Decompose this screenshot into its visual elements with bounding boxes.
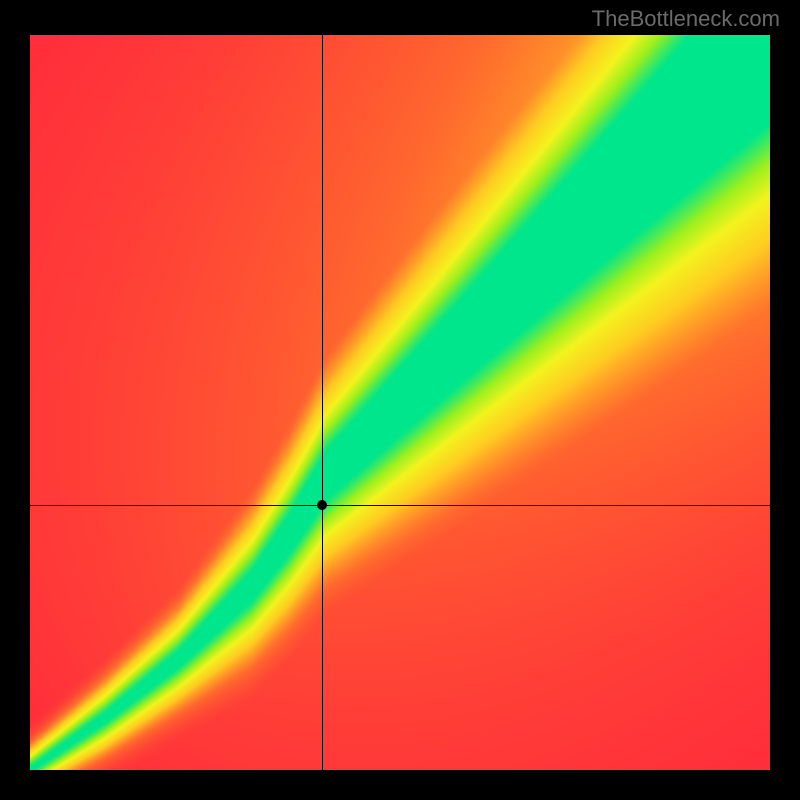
watermark-text: TheBottleneck.com — [592, 6, 780, 32]
crosshair-horizontal — [30, 505, 770, 506]
crosshair-marker — [317, 500, 327, 510]
crosshair-vertical — [322, 35, 323, 770]
heatmap-plot — [30, 35, 770, 770]
heatmap-canvas — [30, 35, 770, 770]
